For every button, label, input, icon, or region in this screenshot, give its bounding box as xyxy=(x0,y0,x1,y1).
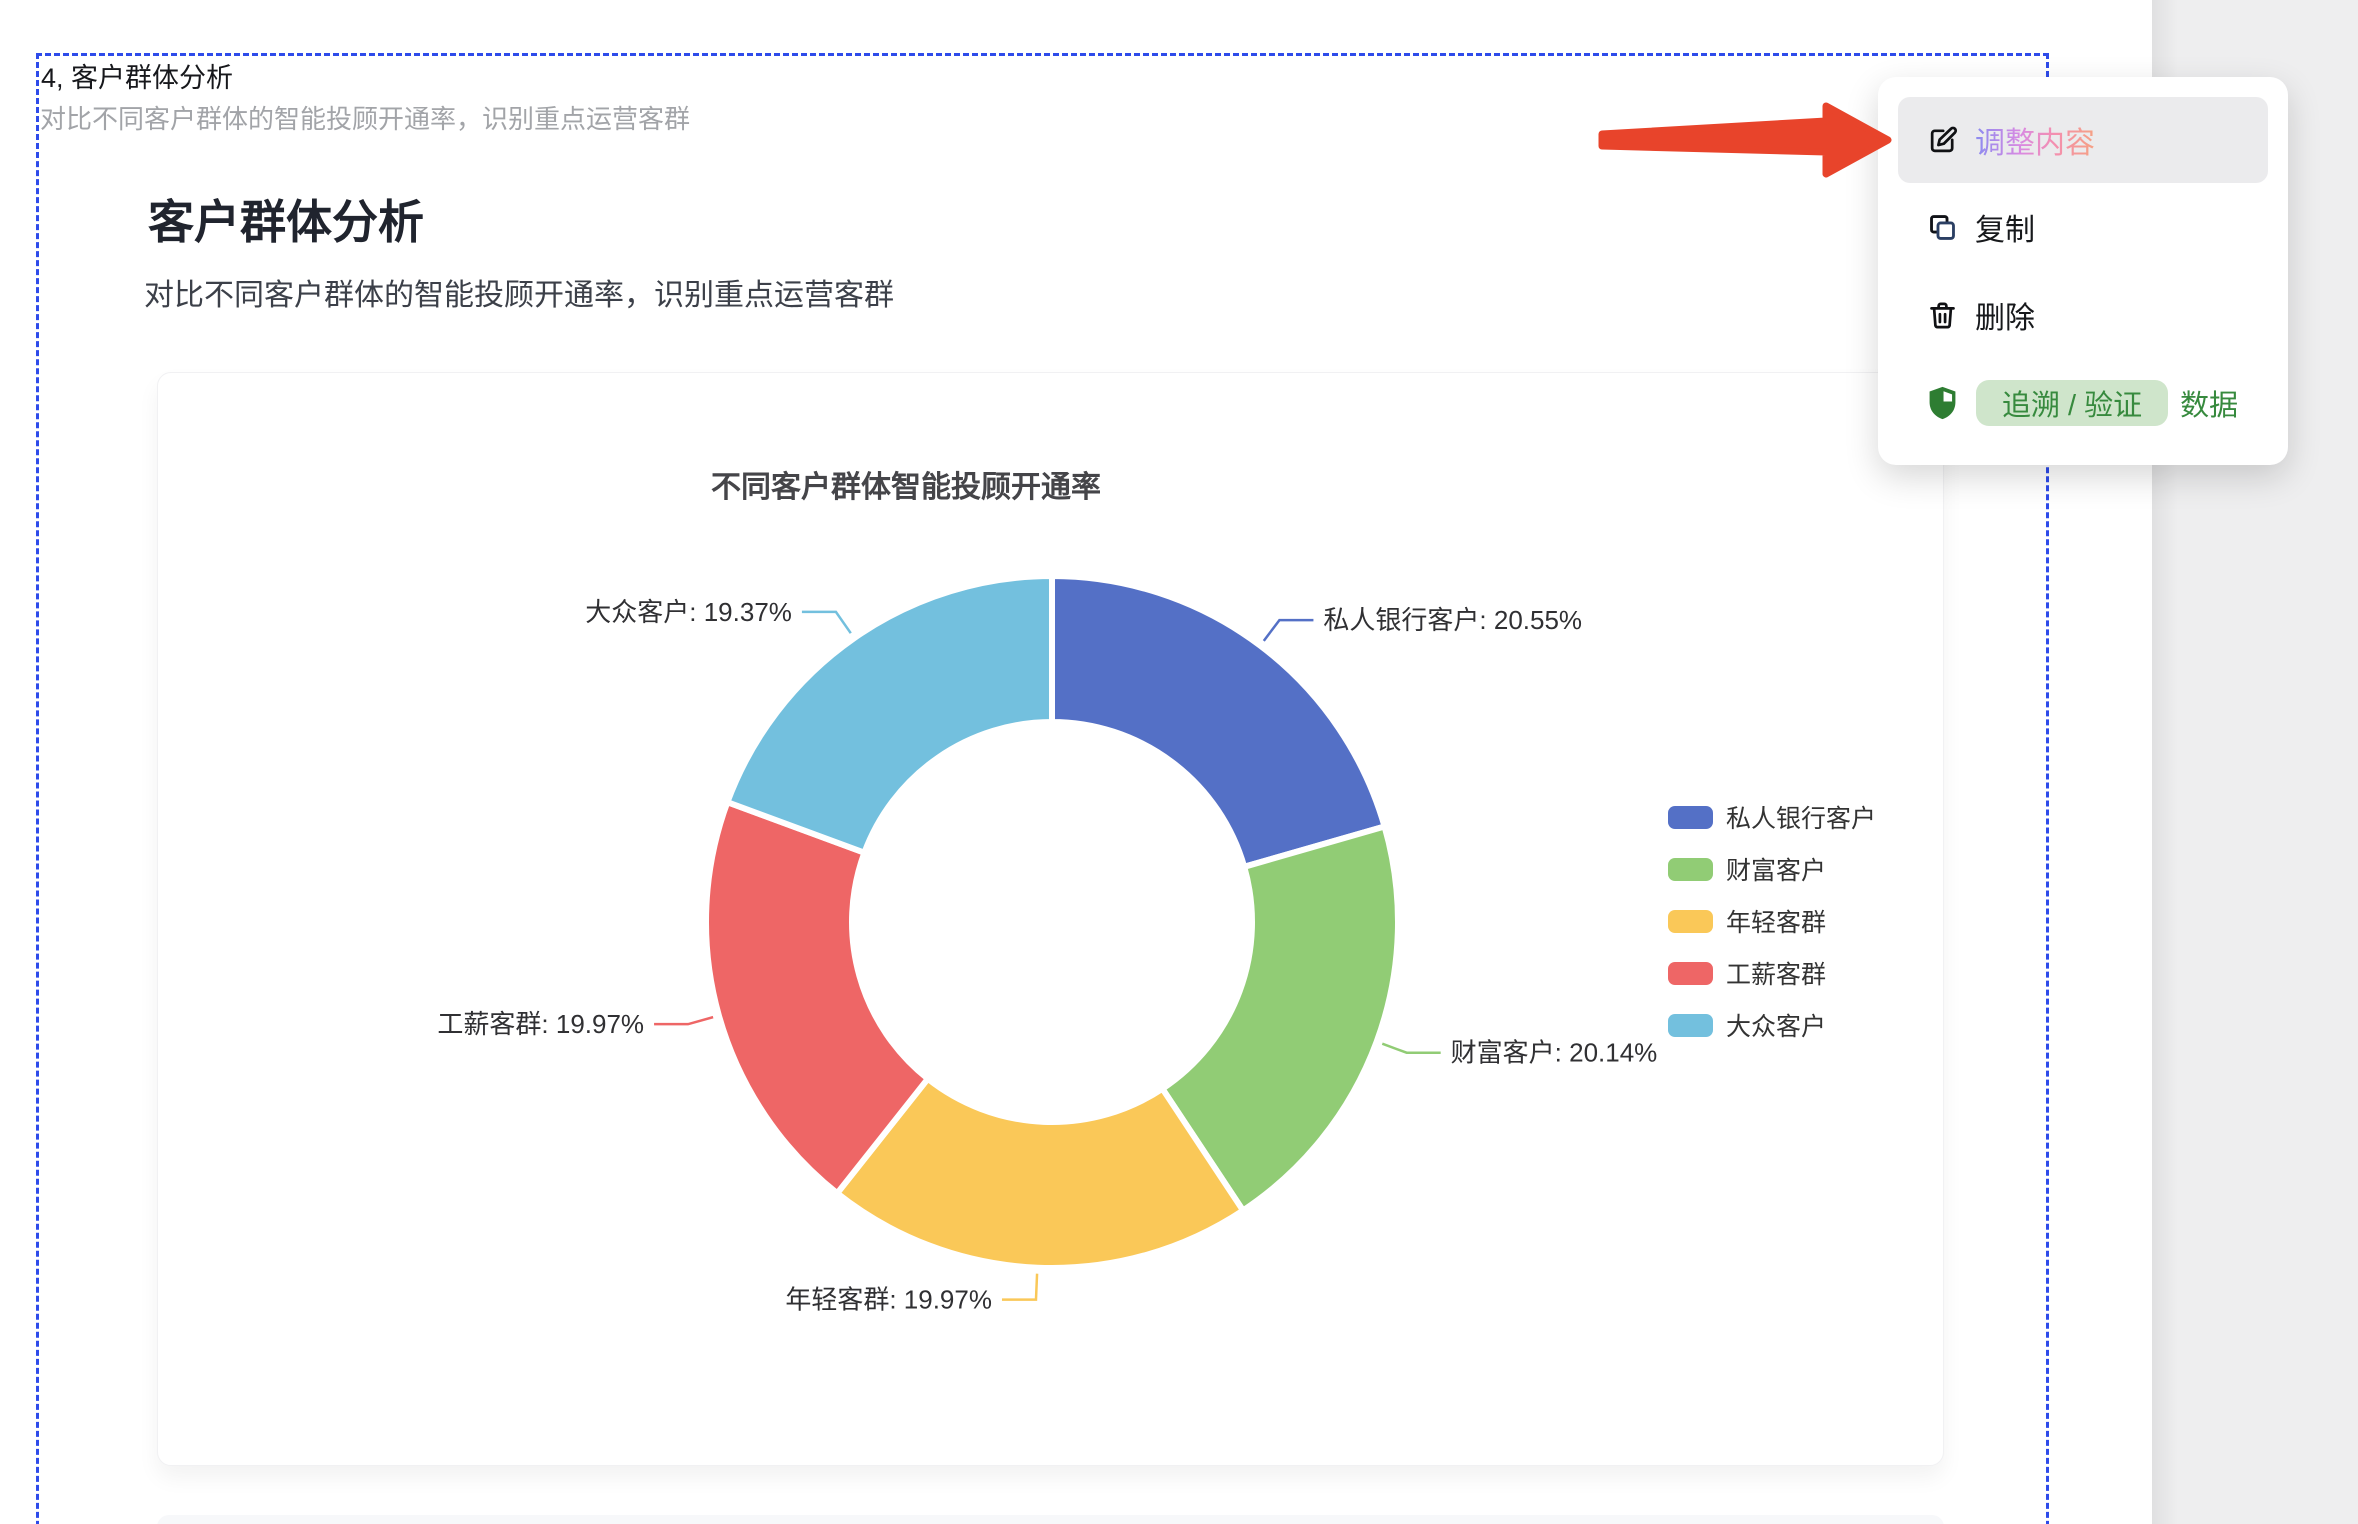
section-subtitle: 对比不同客户群体的智能投顾开通率，识别重点运营客群 xyxy=(144,279,894,312)
legend-label: 大众客户 xyxy=(1726,1013,1827,1041)
selected-block-outline xyxy=(36,53,2049,1524)
trace-data-label: 数据 xyxy=(2180,390,2239,422)
legend-label: 私人银行客户 xyxy=(1726,805,1877,833)
context-menu: 调整内容 复制 删除 xyxy=(1878,77,2288,465)
legend-item-私人银行客户[interactable]: 私人银行客户 xyxy=(1668,791,1876,843)
legend-label: 工薪客群 xyxy=(1726,961,1827,989)
pie-slice-年轻客群[interactable] xyxy=(834,1075,1247,1271)
menu-item-label: 复制 xyxy=(1975,214,2035,247)
legend-swatch xyxy=(1668,909,1713,933)
legend-label: 财富客户 xyxy=(1726,857,1827,885)
legend-swatch xyxy=(1668,805,1713,829)
legend-swatch xyxy=(1668,857,1713,881)
chart-title: 不同客户群体智能投顾开通率 xyxy=(711,471,1101,504)
trace-verify-badge[interactable]: 追溯 / 验证 xyxy=(1976,380,2169,426)
legend-swatch xyxy=(1668,961,1713,985)
chart-legend: 私人银行客户 财富客户年轻客群工薪客群大众客户 xyxy=(1668,791,1876,1051)
pie-slice-工薪客群[interactable] xyxy=(703,799,931,1197)
trash-icon xyxy=(1927,296,1958,334)
legend-label: 年轻客群 xyxy=(1726,909,1827,937)
legend-item-年轻客群[interactable]: 年轻客群 xyxy=(1668,895,1876,947)
menu-item-label: 删除 xyxy=(1975,302,2035,335)
copy-icon xyxy=(1927,208,1958,246)
legend-item-财富客户[interactable]: 财富客户 xyxy=(1668,843,1876,895)
legend-swatch xyxy=(1668,1013,1713,1037)
block-description: 对比不同客户群体的智能投顾开通率，识别重点运营客群 xyxy=(40,104,691,134)
pie-slice-私人银行客户[interactable] xyxy=(1049,573,1388,870)
shield-icon xyxy=(1927,384,1958,422)
section-title: 客户群体分析 xyxy=(148,196,424,248)
pie-slice-大众客户[interactable] xyxy=(724,573,1055,856)
menu-item-trace-verify[interactable]: 追溯 / 验证 数据 xyxy=(1898,359,2268,447)
pie-slice-财富客户[interactable] xyxy=(1159,823,1401,1214)
next-block-preview[interactable] xyxy=(157,1515,1944,1524)
menu-item-adjust-content[interactable]: 调整内容 xyxy=(1898,97,2268,183)
chart-card[interactable] xyxy=(157,372,1944,1466)
menu-item-copy[interactable]: 复制 xyxy=(1898,183,2268,271)
menu-item-label: 调整内容 xyxy=(1975,118,2095,162)
block-label: 4, 客户群体分析 xyxy=(41,63,234,93)
legend-item-大众客户[interactable]: 大众客户 xyxy=(1668,999,1876,1051)
menu-item-delete[interactable]: 删除 xyxy=(1898,271,2268,359)
legend-item-工薪客群[interactable]: 工薪客群 xyxy=(1668,947,1876,999)
edit-icon xyxy=(1927,121,1958,159)
